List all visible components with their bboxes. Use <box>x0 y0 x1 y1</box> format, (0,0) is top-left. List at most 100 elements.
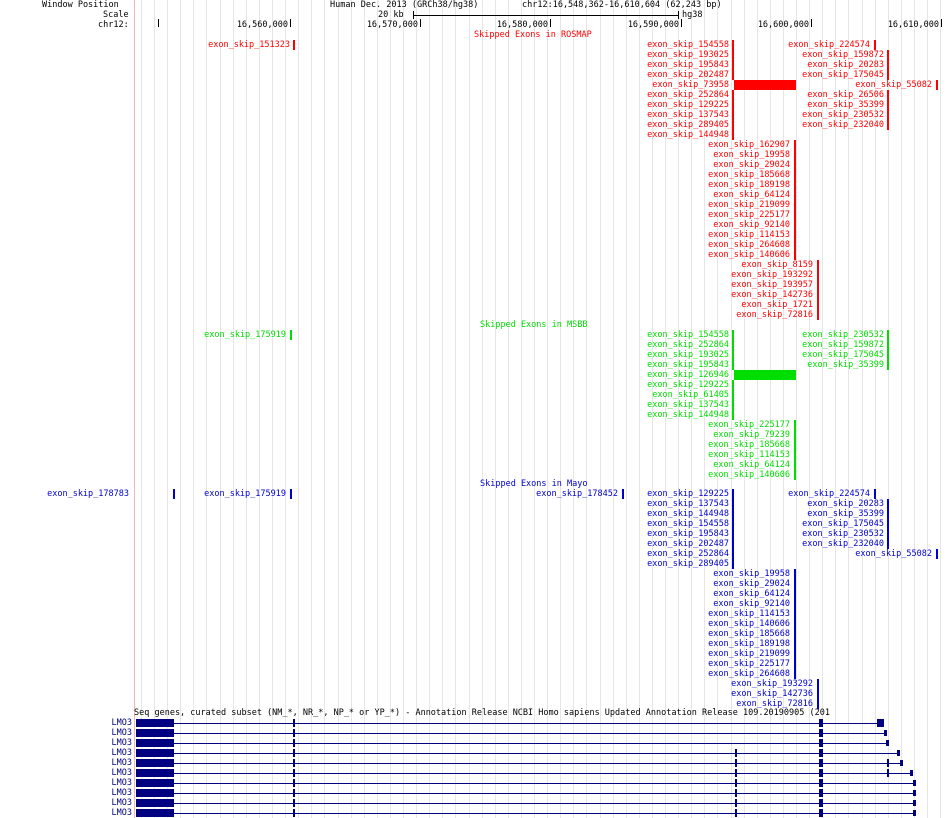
gene-utr-block[interactable] <box>136 719 174 727</box>
rosmap-feature-label[interactable]: exon_skip_64124 <box>713 190 790 200</box>
rosmap-feature-mark[interactable] <box>794 150 796 160</box>
mayo-feature-mark[interactable] <box>794 589 796 599</box>
mayo-feature-mark[interactable] <box>887 529 889 539</box>
mayo-feature-label[interactable]: exon_skip_142736 <box>731 689 813 699</box>
rosmap-feature-label[interactable]: exon_skip_129225 <box>647 100 729 110</box>
rosmap-feature-label[interactable]: exon_skip_151323 <box>208 40 290 50</box>
msbb-feature-label[interactable]: exon_skip_140606 <box>708 470 790 480</box>
rosmap-feature-mark[interactable] <box>794 210 796 220</box>
msbb-feature-label[interactable]: exon_skip_154558 <box>647 330 729 340</box>
gene-label[interactable]: LMO3 <box>111 748 132 758</box>
mayo-feature-label[interactable]: exon_skip_202487 <box>647 539 729 549</box>
gene-exon-block[interactable] <box>877 719 884 727</box>
rosmap-feature-mark[interactable] <box>817 260 819 270</box>
mayo-feature-label[interactable]: exon_skip_137543 <box>647 499 729 509</box>
rosmap-feature-label[interactable]: exon_skip_1721 <box>741 300 813 310</box>
mayo-feature-mark[interactable] <box>794 639 796 649</box>
gene-exon-block[interactable] <box>735 779 737 787</box>
rosmap-feature-mark[interactable] <box>794 200 796 210</box>
gene-exon-block[interactable] <box>819 739 823 747</box>
gene-label[interactable]: LMO3 <box>111 778 132 788</box>
rosmap-feature-mark[interactable] <box>794 230 796 240</box>
rosmap-feature-label[interactable]: exon_skip_225177 <box>708 210 790 220</box>
gene-utr-block[interactable] <box>136 789 174 797</box>
rosmap-feature-mark[interactable] <box>732 60 734 70</box>
rosmap-feature-mark[interactable] <box>887 110 889 120</box>
msbb-feature-label[interactable]: exon_skip_193025 <box>647 350 729 360</box>
rosmap-feature-mark[interactable] <box>817 300 819 310</box>
gene-exon-block[interactable] <box>735 769 737 777</box>
mayo-feature-label[interactable]: exon_skip_175919 <box>204 489 286 499</box>
rosmap-feature-mark[interactable] <box>874 40 876 50</box>
mayo-feature-mark[interactable] <box>794 599 796 609</box>
msbb-feature-mark[interactable] <box>794 420 796 430</box>
gene-exon-block[interactable] <box>897 750 900 756</box>
gene-utr-block[interactable] <box>136 739 174 747</box>
gene-utr-block[interactable] <box>136 729 174 737</box>
gene-exon-block[interactable] <box>819 799 823 807</box>
mayo-feature-mark[interactable] <box>794 609 796 619</box>
gene-exon-block[interactable] <box>293 769 295 777</box>
rosmap-feature-label[interactable]: exon_skip_154558 <box>647 40 729 50</box>
mayo-feature-mark[interactable] <box>732 499 734 509</box>
gene-utr-block[interactable] <box>136 759 174 767</box>
rosmap-feature-label[interactable]: exon_skip_193957 <box>731 280 813 290</box>
msbb-feature-mark[interactable] <box>732 350 734 360</box>
gene-utr-block[interactable] <box>136 799 174 807</box>
rosmap-feature-mark[interactable] <box>887 120 889 130</box>
msbb-feature-label[interactable]: exon_skip_137543 <box>647 400 729 410</box>
mayo-feature-label[interactable]: exon_skip_129225 <box>647 489 729 499</box>
mayo-feature-label[interactable]: exon_skip_35399 <box>807 509 884 519</box>
msbb-feature-mark[interactable] <box>732 330 734 340</box>
rosmap-feature-label[interactable]: exon_skip_224574 <box>788 40 870 50</box>
mayo-feature-label[interactable]: exon_skip_140606 <box>708 619 790 629</box>
rosmap-feature-label[interactable]: exon_skip_264608 <box>708 240 790 250</box>
gene-label[interactable]: LMO3 <box>111 808 132 818</box>
msbb-feature-mark[interactable] <box>732 380 734 390</box>
rosmap-feature-label[interactable]: exon_skip_162907 <box>708 140 790 150</box>
gene-exon-block[interactable] <box>293 779 295 787</box>
msbb-feature-mark[interactable] <box>794 430 796 440</box>
mayo-feature-label[interactable]: exon_skip_144948 <box>647 509 729 519</box>
rosmap-feature-label[interactable]: exon_skip_230532 <box>802 110 884 120</box>
gene-exon-block[interactable] <box>913 780 916 786</box>
gene-exon-block[interactable] <box>819 719 823 727</box>
rosmap-feature-label[interactable]: exon_skip_114153 <box>708 230 790 240</box>
msbb-feature-mark[interactable] <box>887 350 889 360</box>
mayo-feature-label[interactable]: exon_skip_154558 <box>647 519 729 529</box>
rosmap-feature-mark[interactable] <box>732 40 734 50</box>
rosmap-feature-label[interactable]: exon_skip_193025 <box>647 50 729 60</box>
rosmap-feature-label[interactable]: exon_skip_72816 <box>736 310 813 320</box>
gene-exon-block[interactable] <box>819 809 823 817</box>
gene-exon-block[interactable] <box>293 799 295 807</box>
gene-exon-block[interactable] <box>735 809 737 817</box>
gene-label[interactable]: LMO3 <box>111 728 132 738</box>
mayo-feature-label[interactable]: exon_skip_178783 <box>47 489 129 499</box>
rosmap-feature-mark[interactable] <box>817 290 819 300</box>
rosmap-feature-mark[interactable] <box>732 130 734 140</box>
gene-exon-block[interactable] <box>293 749 295 757</box>
mayo-feature-label[interactable]: exon_skip_230532 <box>802 529 884 539</box>
gene-exon-block[interactable] <box>884 730 887 736</box>
mayo-feature-label[interactable]: exon_skip_264608 <box>708 669 790 679</box>
rosmap-feature-label[interactable]: exon_skip_189198 <box>708 180 790 190</box>
msbb-feature-label[interactable]: exon_skip_230532 <box>802 330 884 340</box>
gene-exon-block[interactable] <box>293 809 295 817</box>
rosmap-feature-mark[interactable] <box>732 100 734 110</box>
gene-exon-block[interactable] <box>293 789 295 797</box>
mayo-feature-label[interactable]: exon_skip_193292 <box>731 679 813 689</box>
rosmap-feature-mark[interactable] <box>732 70 734 80</box>
gene-utr-block[interactable] <box>136 769 174 777</box>
mayo-feature-mark[interactable] <box>732 549 734 559</box>
rosmap-feature-mark[interactable] <box>794 180 796 190</box>
rosmap-feature-mark[interactable] <box>887 70 889 80</box>
msbb-feature-label[interactable]: exon_skip_35399 <box>807 360 884 370</box>
msbb-feature-label[interactable]: exon_skip_129225 <box>647 380 729 390</box>
msbb-feature-mark[interactable] <box>290 330 292 340</box>
mayo-feature-mark[interactable] <box>874 489 876 499</box>
rosmap-feature-mark[interactable] <box>794 240 796 250</box>
mayo-feature-label[interactable]: exon_skip_195843 <box>647 529 729 539</box>
gene-label[interactable]: LMO3 <box>111 768 132 778</box>
mayo-feature-mark[interactable] <box>817 699 819 709</box>
rosmap-feature-mark[interactable] <box>817 310 819 320</box>
